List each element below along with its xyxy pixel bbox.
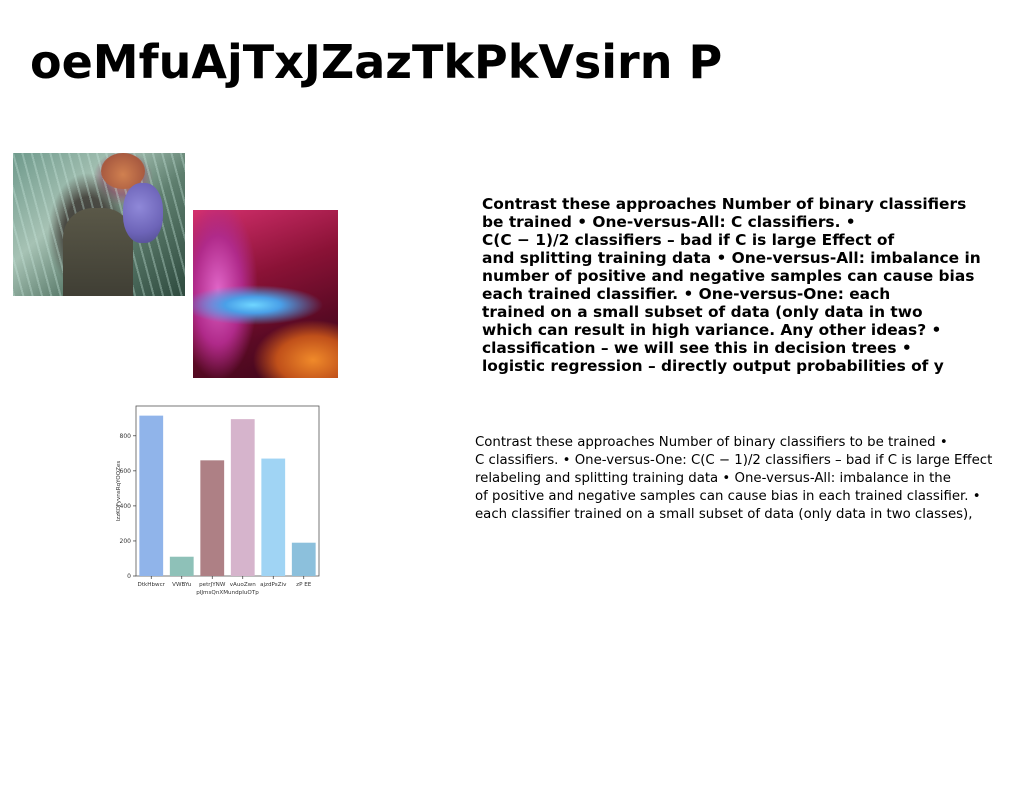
x-tick-label: DtkHbwcr: [138, 582, 166, 588]
bar: [169, 556, 194, 576]
page-title: oeMfuAjTxJZazTkPkVsirn P: [30, 35, 723, 89]
bar: [230, 419, 255, 576]
y-tick-label: 200: [120, 538, 132, 545]
bar: [261, 458, 286, 576]
bold-paragraph-line: each trained classifier. • One-versus-On…: [482, 285, 891, 303]
x-tick-label: ajzdPsZiv: [260, 582, 287, 588]
plain-paragraph-line: Contrast these approaches Number of bina…: [475, 435, 948, 450]
x-tick-label: VWBYu: [172, 582, 192, 588]
bold-paragraph-line: C(C − 1)/2 classifiers – bad if C is lar…: [482, 231, 895, 249]
y-axis-label: lzzKOFyvnsRqYOOZes: [116, 461, 122, 522]
plain-paragraph: Contrast these approaches Number of bina…: [475, 434, 1024, 524]
x-tick-label: petrJYNW: [199, 582, 226, 588]
bold-paragraph-line: which can result in high variance. Any o…: [482, 321, 942, 339]
bar: [200, 460, 225, 576]
abstract-art-image: [193, 210, 338, 378]
bold-paragraph: Contrast these approaches Number of bina…: [482, 195, 1012, 375]
chart-frame: [135, 405, 320, 577]
y-tick-label: 600: [120, 468, 132, 475]
bold-paragraph-line: Contrast these approaches Number of bina…: [482, 195, 967, 213]
photo-image: [13, 153, 185, 296]
y-tick-label: 400: [120, 503, 132, 510]
y-tick-label: 0: [127, 573, 131, 580]
plain-paragraph-line: relabeling and splitting training data •…: [475, 471, 951, 486]
plain-paragraph-line: of positive and negative samples can cau…: [475, 489, 981, 504]
bold-paragraph-line: be trained • One-versus-All: C classifie…: [482, 213, 856, 231]
bold-paragraph-line: number of positive and negative samples …: [482, 267, 975, 285]
bar: [291, 542, 316, 576]
plain-paragraph-line: each classifier trained on a small subse…: [475, 507, 973, 522]
bold-paragraph-line: classification – we will see this in dec…: [482, 339, 912, 357]
plain-paragraph-line: C classifiers. • One-versus-One: C(C − 1…: [475, 453, 993, 468]
bold-paragraph-line: trained on a small subset of data (only …: [482, 303, 923, 321]
y-tick-label: 800: [120, 433, 132, 440]
bar: [139, 415, 164, 576]
photo-figure-body: [63, 208, 133, 296]
photo-figure-face: [123, 183, 163, 243]
bold-paragraph-line: logistic regression – directly output pr…: [482, 357, 944, 375]
bold-paragraph-line: and splitting training data • One-versus…: [482, 249, 981, 267]
x-axis-label: pIJmsQnXMundpIuOTp: [196, 590, 259, 596]
x-tick-label: zP EE: [296, 582, 312, 588]
bar-chart: 0 200 400 600 800 DtkHbwcr VWBYu petrJYNW vAuoZw…: [116, 405, 320, 596]
x-tick-label: vAuoZwn: [230, 582, 257, 588]
